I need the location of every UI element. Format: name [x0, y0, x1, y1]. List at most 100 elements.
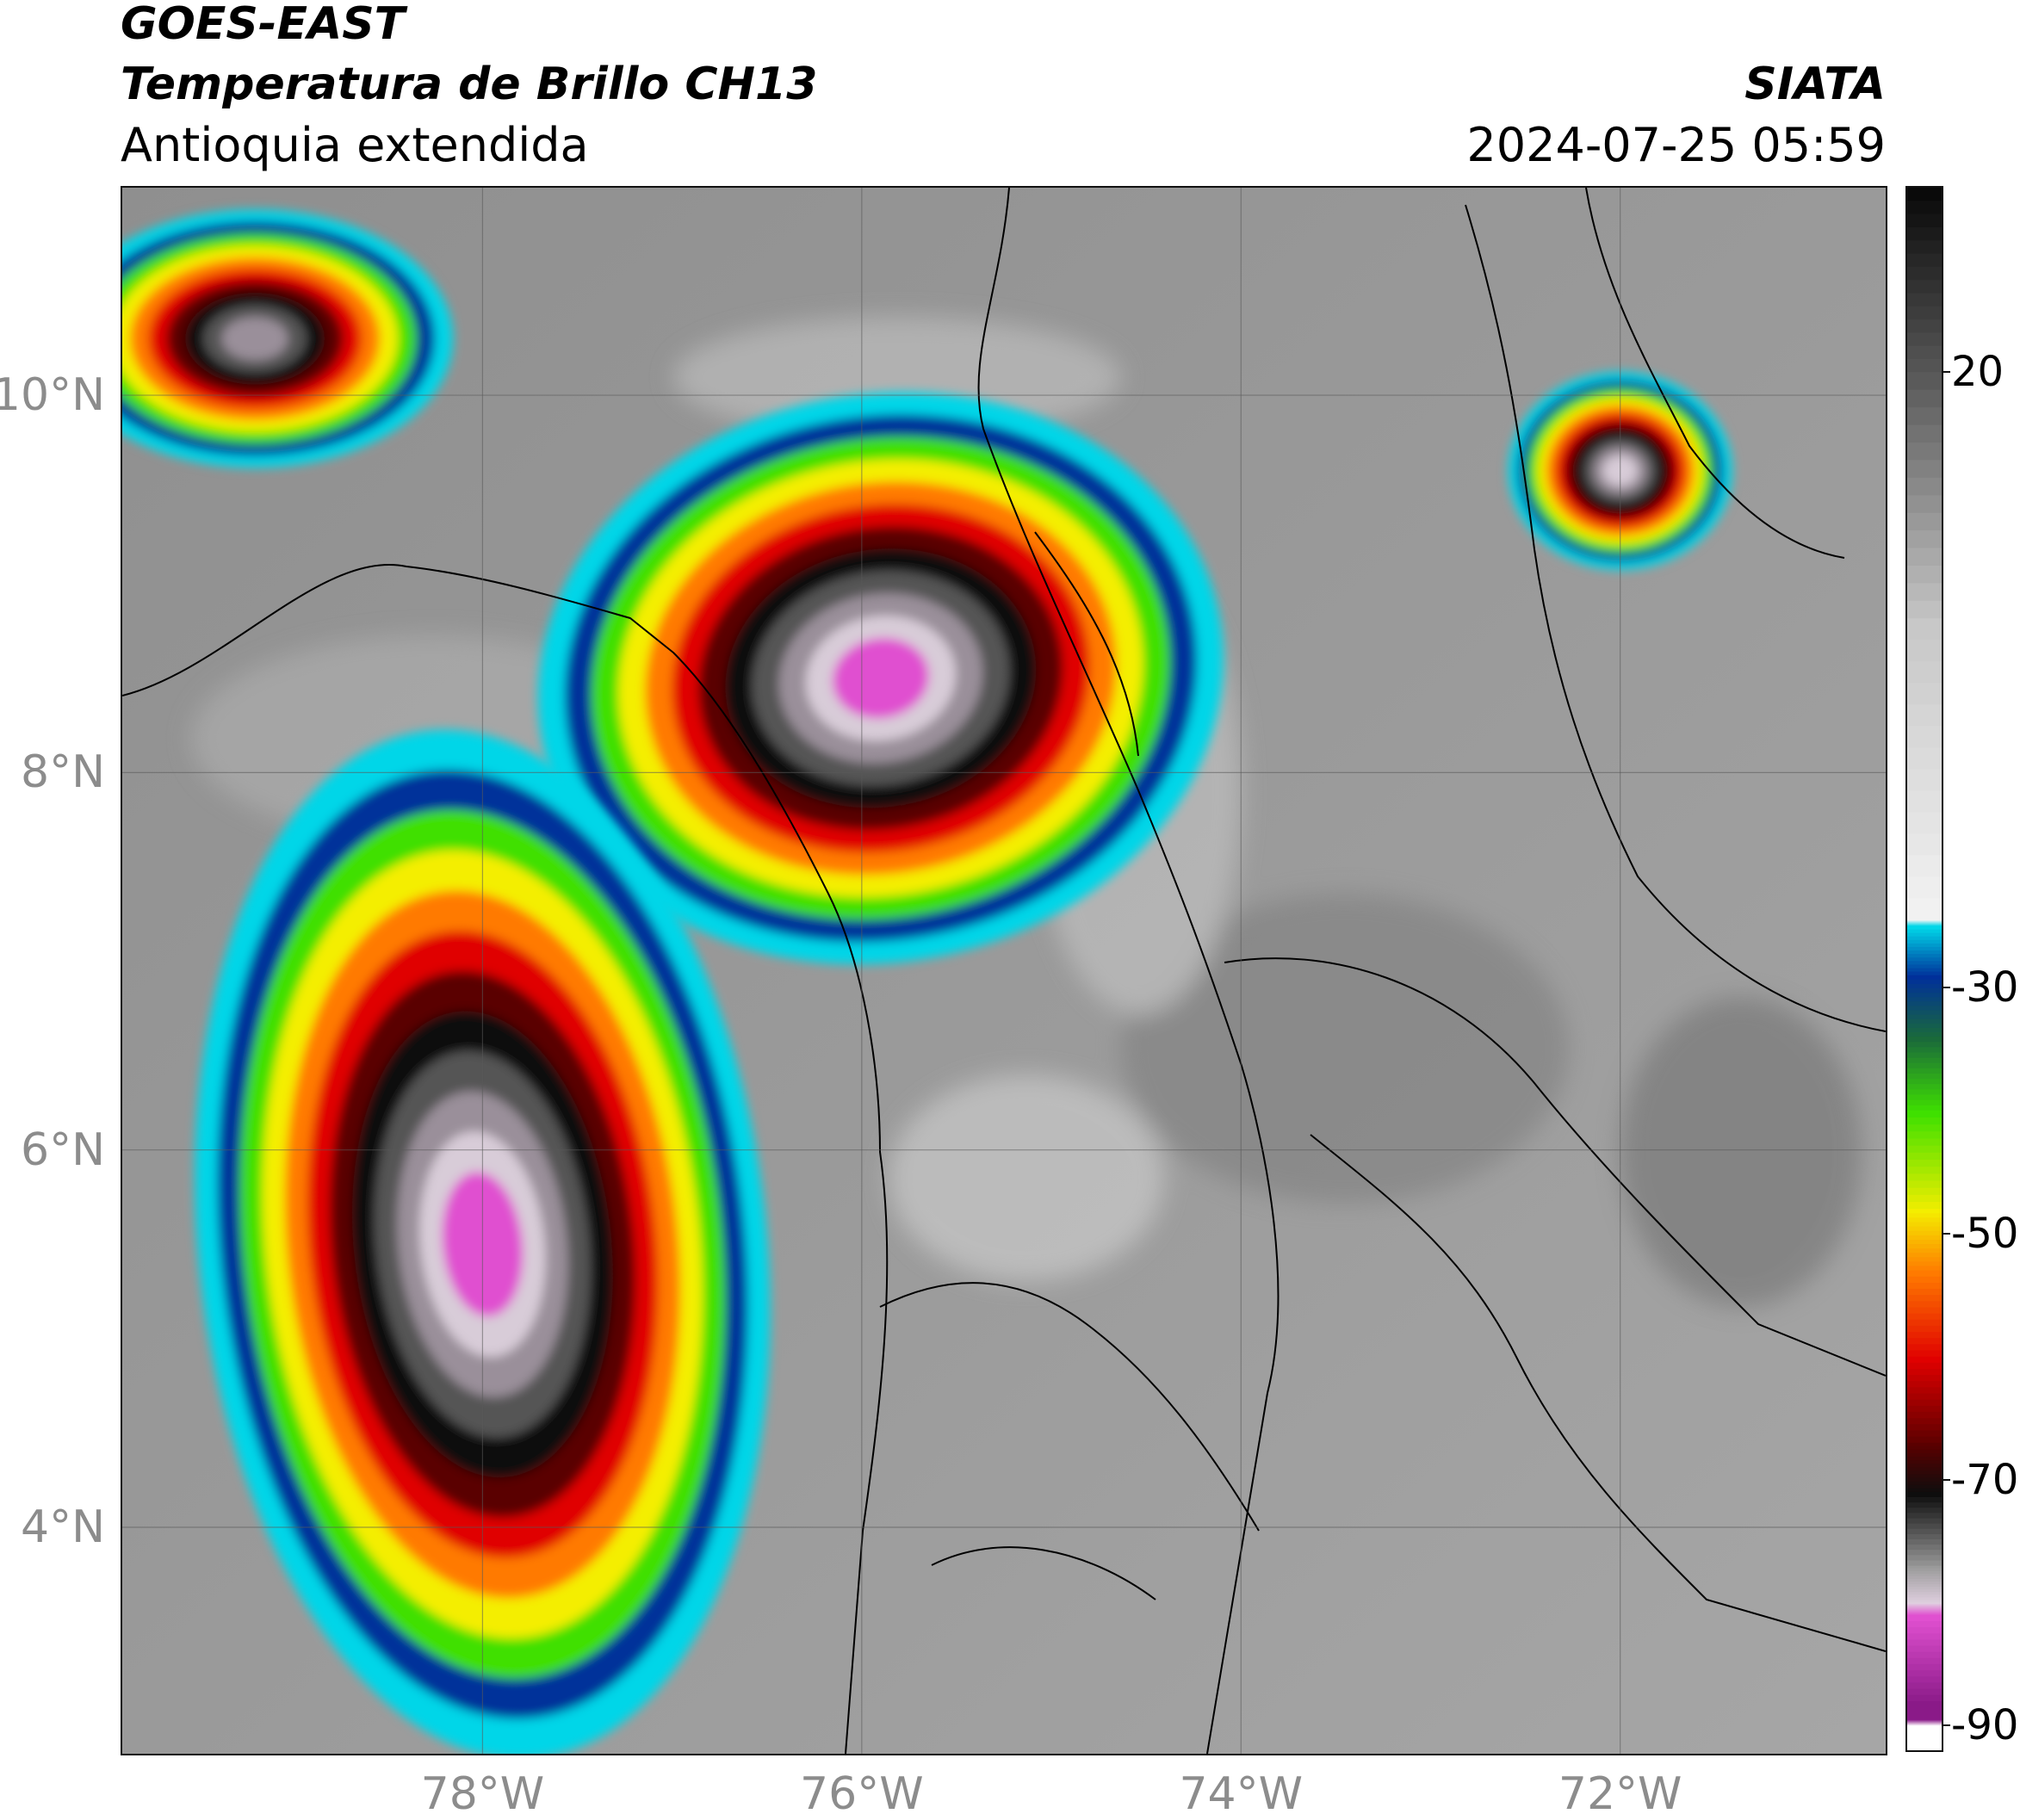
- colorbar-segment: [1907, 987, 1942, 994]
- colorbar-segment: [1907, 1289, 1942, 1296]
- colorbar-segment: [1907, 1393, 1942, 1401]
- colorbar-segment: [1907, 1270, 1942, 1278]
- colorbar-segment: [1907, 1502, 1942, 1508]
- colorbar-segment: [1907, 855, 1942, 877]
- colorbar-segment: [1907, 1729, 1942, 1732]
- colorbar-segment: [1907, 975, 1942, 981]
- colorbar-segment: [1907, 1717, 1942, 1719]
- colorbar-segment: [1907, 1253, 1942, 1258]
- colorbar-segment: [1907, 939, 1942, 944]
- colorbar-segment: [1907, 769, 1942, 791]
- colorbar-segment: [1907, 1014, 1942, 1020]
- colorbar-segment: [1907, 1068, 1942, 1074]
- colorbar-segment: [1907, 1105, 1942, 1111]
- colorbar-segment: [1907, 1477, 1942, 1483]
- colorbar-segment: [1907, 1430, 1942, 1438]
- colorbar-segment: [1907, 1573, 1942, 1577]
- colorbar-segment: [1907, 1145, 1942, 1154]
- colorbar-segment: [1907, 530, 1942, 549]
- organization-label: SIATA: [1744, 59, 1886, 110]
- colorbar-segment: [1907, 950, 1942, 955]
- central-convection: [537, 392, 1224, 965]
- colorbar-segment: [1907, 1518, 1942, 1525]
- colorbar-segment: [1907, 961, 1942, 965]
- colorbar-segment: [1907, 1584, 1942, 1588]
- colorbar-segment: [1907, 1187, 1942, 1196]
- colorbar-segment: [1907, 1381, 1942, 1389]
- colorbar-segment: [1907, 790, 1942, 813]
- colorbar-segment: [1907, 1124, 1942, 1132]
- colorbar-segment: [1907, 1627, 1942, 1634]
- colorbar-segment: [1907, 1497, 1942, 1503]
- colorbar-segment: [1907, 946, 1942, 951]
- temperature-colorbar: [1905, 186, 1943, 1752]
- colorbar-segment: [1907, 1027, 1942, 1033]
- colorbar-segment: [1907, 1079, 1942, 1085]
- colorbar-segment: [1907, 1470, 1942, 1476]
- colorbar-segment: [1907, 1744, 1942, 1748]
- colorbar-segment: [1907, 1725, 1942, 1729]
- colorbar-segment: [1907, 1084, 1942, 1090]
- colorbar-segment: [1907, 424, 1942, 443]
- colorbar-segment: [1907, 1442, 1942, 1447]
- colorbar-tick-mark: [1942, 1232, 1950, 1235]
- colorbar-segment: [1907, 1592, 1942, 1595]
- colorbar-segment: [1907, 1612, 1942, 1614]
- colorbar-segment: [1907, 1023, 1942, 1029]
- colorbar-segment: [1907, 1609, 1942, 1612]
- colorbar-segment: [1907, 1582, 1942, 1585]
- colorbar-segment: [1907, 1705, 1942, 1707]
- colorbar-segment: [1907, 214, 1942, 228]
- colorbar-tick-label: -70: [1951, 1455, 2019, 1504]
- colorbar-segment: [1907, 1545, 1942, 1551]
- colorbar-segment: [1907, 1474, 1942, 1479]
- colorbar-segment: [1907, 495, 1942, 514]
- colorbar-segment: [1907, 1244, 1942, 1249]
- colorbar-segment: [1907, 1356, 1942, 1364]
- colorbar-segment: [1907, 1194, 1942, 1203]
- temperature-contour: [221, 317, 288, 361]
- colorbar-segment: [1907, 1418, 1942, 1425]
- temperature-contour: [832, 638, 929, 719]
- colorbar-segment: [1907, 1645, 1942, 1653]
- colorbar-segment: [1907, 932, 1942, 938]
- colorbar-segment: [1907, 640, 1942, 662]
- colorbar-segment: [1907, 1089, 1942, 1096]
- colorbar-segment: [1907, 1481, 1942, 1486]
- colorbar-segment: [1907, 1714, 1942, 1717]
- colorbar-segment: [1907, 1528, 1942, 1535]
- colorbar-segment: [1907, 389, 1942, 408]
- colorbar-segment: [1907, 548, 1942, 566]
- colorbar-segment: [1907, 226, 1942, 241]
- colorbar-segment: [1907, 1712, 1942, 1714]
- colorbar-segment: [1907, 683, 1942, 705]
- colorbar-segment: [1907, 1589, 1942, 1593]
- colorbar-segment: [1907, 747, 1942, 770]
- colorbar-segment: [1907, 1605, 1942, 1607]
- colorbar-segment: [1907, 1676, 1942, 1683]
- colorbar-segment: [1907, 1736, 1942, 1739]
- colorbar-segment: [1907, 1436, 1942, 1444]
- colorbar-segment: [1907, 1608, 1942, 1611]
- satellite-map[interactable]: [121, 186, 1887, 1755]
- colorbar-segment: [1907, 929, 1942, 934]
- colorbar-segment: [1907, 266, 1942, 281]
- colorbar-segment: [1907, 306, 1942, 320]
- colorbar-segment: [1907, 1694, 1942, 1702]
- colorbar-segment: [1907, 1152, 1942, 1161]
- colorbar-segment: [1907, 1620, 1942, 1628]
- colorbar-segment: [1907, 1018, 1942, 1025]
- colorbar-segment: [1907, 1578, 1942, 1582]
- satellite-map-canvas: [122, 188, 1886, 1754]
- colorbar-segment: [1907, 1575, 1942, 1580]
- colorbar-segment: [1907, 943, 1942, 948]
- colorbar-segment: [1907, 1094, 1942, 1101]
- colorbar-segment: [1907, 1600, 1942, 1604]
- colorbar-segment: [1907, 1131, 1942, 1140]
- lat-tick-label: 6°N: [21, 1124, 105, 1176]
- colorbar-segment: [1907, 1266, 1942, 1272]
- colorbar-segment: [1907, 1222, 1942, 1228]
- colorbar-segment: [1907, 1513, 1942, 1520]
- colorbar-segment: [1907, 512, 1942, 531]
- colorbar-tick-label: 20: [1951, 348, 2005, 397]
